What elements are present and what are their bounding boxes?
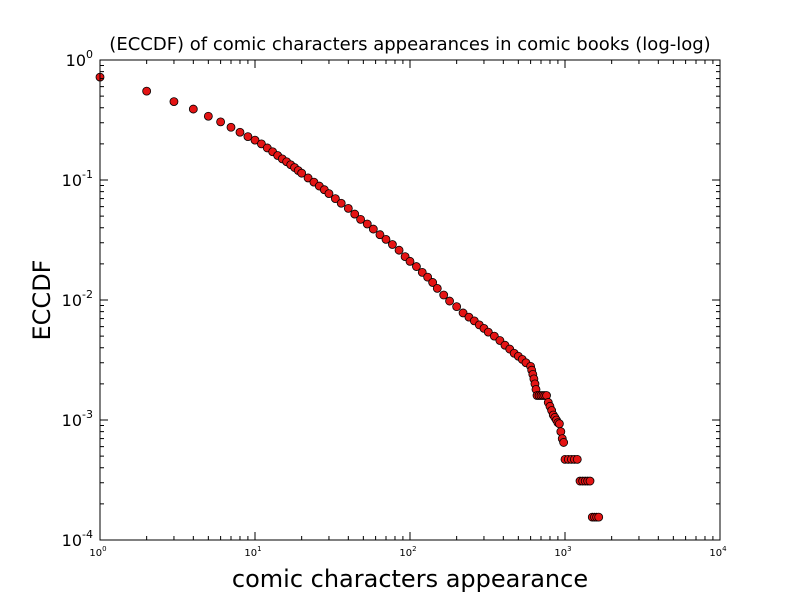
data-point	[303, 173, 313, 183]
data-point	[362, 219, 372, 229]
x-tick-label: 104	[709, 545, 727, 559]
data-point	[452, 302, 462, 312]
data-point	[330, 194, 340, 203]
data-point	[432, 283, 442, 293]
y-tick-label: 10-2	[62, 288, 93, 310]
data-point	[439, 290, 449, 300]
data-point	[226, 122, 236, 132]
data-point	[572, 454, 582, 464]
data-point	[423, 272, 433, 282]
plot-frame	[99, 59, 721, 541]
data-point	[458, 308, 468, 318]
x-tick-label: 100	[89, 545, 106, 559]
data-point	[428, 278, 438, 287]
y-axis-ticks: 100 10-1 10-2 10-3 10-4	[62, 48, 720, 550]
data-point	[235, 127, 245, 137]
data-point	[445, 296, 454, 306]
data-point	[142, 86, 152, 96]
data-point	[297, 168, 307, 178]
y-tick-label: 10-1	[62, 168, 93, 190]
data-point	[559, 438, 569, 447]
data-point	[169, 97, 179, 107]
data-point	[394, 245, 404, 255]
y-tick-label: 10-4	[62, 528, 93, 550]
data-point	[585, 476, 595, 486]
x-tick-label: 101	[244, 545, 261, 559]
data-point	[417, 267, 427, 277]
y-tick-label: 10-3	[62, 408, 93, 430]
data-point	[343, 203, 353, 213]
data-point	[243, 132, 253, 141]
data-point	[216, 117, 226, 127]
data-point	[554, 419, 564, 429]
data-point	[412, 262, 421, 271]
data-point	[594, 512, 604, 522]
x-axis-label: comic characters appearance	[232, 565, 588, 593]
x-tick-label: 102	[399, 545, 416, 559]
y-tick-label: 100	[66, 48, 93, 70]
data-point	[368, 224, 378, 234]
data-point	[188, 104, 198, 114]
data-point	[203, 111, 213, 121]
y-axis-label: ECCDF	[28, 260, 56, 341]
chart-title: (ECCDF) of comic characters appearances …	[109, 34, 710, 55]
data-points	[95, 72, 604, 522]
data-point	[350, 209, 360, 219]
data-point	[483, 327, 493, 337]
data-point	[250, 135, 260, 145]
x-axis-ticks: 100 101 102 103 104	[89, 60, 727, 559]
data-point	[324, 189, 334, 199]
data-point	[356, 214, 365, 224]
data-point	[336, 198, 346, 208]
x-tick-label: 103	[554, 545, 571, 559]
data-point	[381, 234, 391, 244]
data-point	[375, 230, 385, 240]
data-point	[405, 256, 415, 266]
data-point	[388, 240, 397, 249]
